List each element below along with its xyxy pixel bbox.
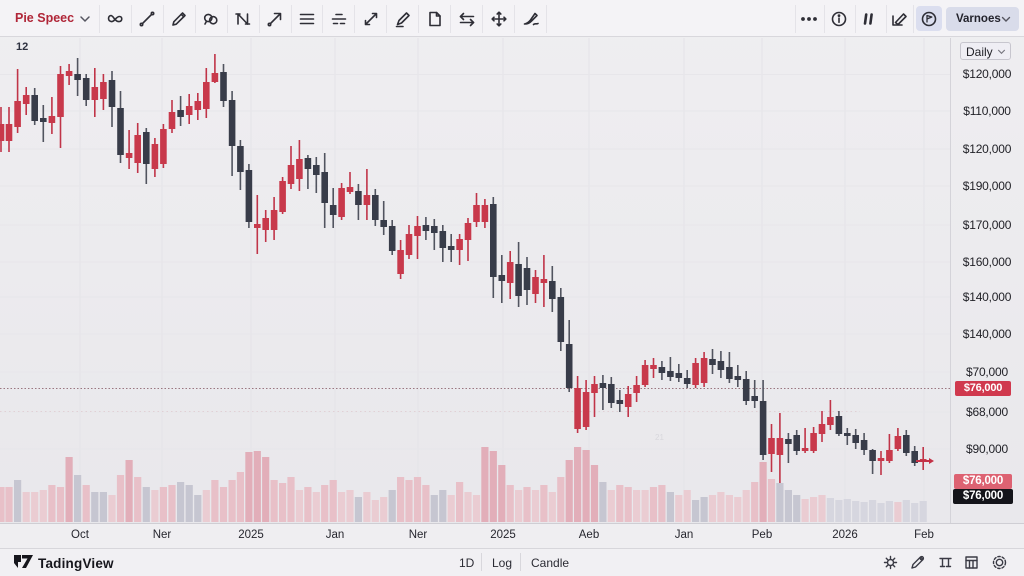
svg-text:21: 21 xyxy=(655,433,664,442)
